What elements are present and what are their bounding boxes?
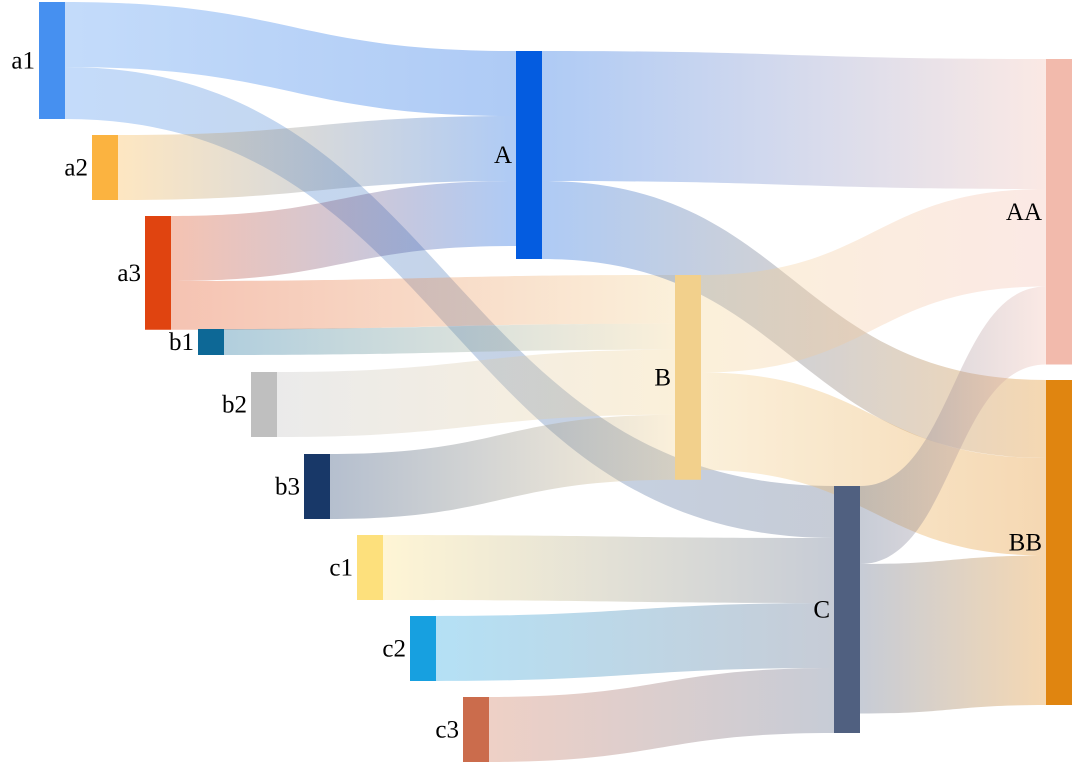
link-C-BB bbox=[860, 555, 1046, 714]
node-A bbox=[516, 51, 542, 259]
node-C bbox=[834, 486, 860, 733]
node-c1 bbox=[357, 535, 383, 600]
node-label-a2: a2 bbox=[64, 155, 88, 182]
labels-group: a1 a2 a3 b1 b2 b3 c1 c2 c3 A B C AA BB bbox=[11, 48, 1042, 744]
link-c2-C bbox=[436, 603, 834, 681]
node-label-a3: a3 bbox=[117, 260, 141, 287]
node-label-C: C bbox=[813, 597, 830, 624]
node-label-c3: c3 bbox=[435, 717, 459, 744]
link-C-AA bbox=[860, 286, 1046, 564]
node-label-c2: c2 bbox=[382, 636, 406, 663]
node-a3 bbox=[145, 216, 171, 330]
link-A-AA bbox=[542, 51, 1046, 189]
node-b2 bbox=[251, 372, 277, 437]
link-b3-B bbox=[330, 414, 675, 519]
node-label-A: A bbox=[494, 142, 512, 169]
node-AA bbox=[1046, 59, 1072, 365]
link-b2-B bbox=[277, 349, 675, 437]
link-a2-A bbox=[118, 116, 516, 200]
node-c2 bbox=[410, 616, 436, 681]
node-label-AA: AA bbox=[1006, 199, 1042, 226]
link-c3-C bbox=[489, 668, 834, 762]
node-a2 bbox=[92, 135, 118, 200]
node-c3 bbox=[463, 697, 489, 762]
link-B-AA bbox=[701, 189, 1046, 373]
link-b1-B bbox=[224, 323, 675, 355]
link-a3-A bbox=[171, 181, 516, 281]
nodes-group bbox=[39, 2, 1072, 762]
node-a1 bbox=[39, 2, 65, 119]
node-b1 bbox=[198, 329, 224, 355]
link-c1-C bbox=[383, 535, 834, 603]
node-BB bbox=[1046, 380, 1072, 705]
node-label-a1: a1 bbox=[11, 48, 35, 75]
node-b3 bbox=[304, 454, 330, 519]
node-B bbox=[675, 275, 701, 480]
node-label-B: B bbox=[654, 364, 671, 391]
node-label-b2: b2 bbox=[222, 392, 247, 419]
links-group bbox=[65, 2, 1046, 762]
node-label-b1: b1 bbox=[169, 329, 194, 356]
node-label-b3: b3 bbox=[275, 474, 300, 501]
node-label-BB: BB bbox=[1009, 530, 1042, 557]
link-a3-B bbox=[171, 275, 675, 330]
node-label-c1: c1 bbox=[329, 555, 353, 582]
link-a1-A bbox=[65, 2, 516, 116]
link-B-BB bbox=[701, 372, 1046, 556]
